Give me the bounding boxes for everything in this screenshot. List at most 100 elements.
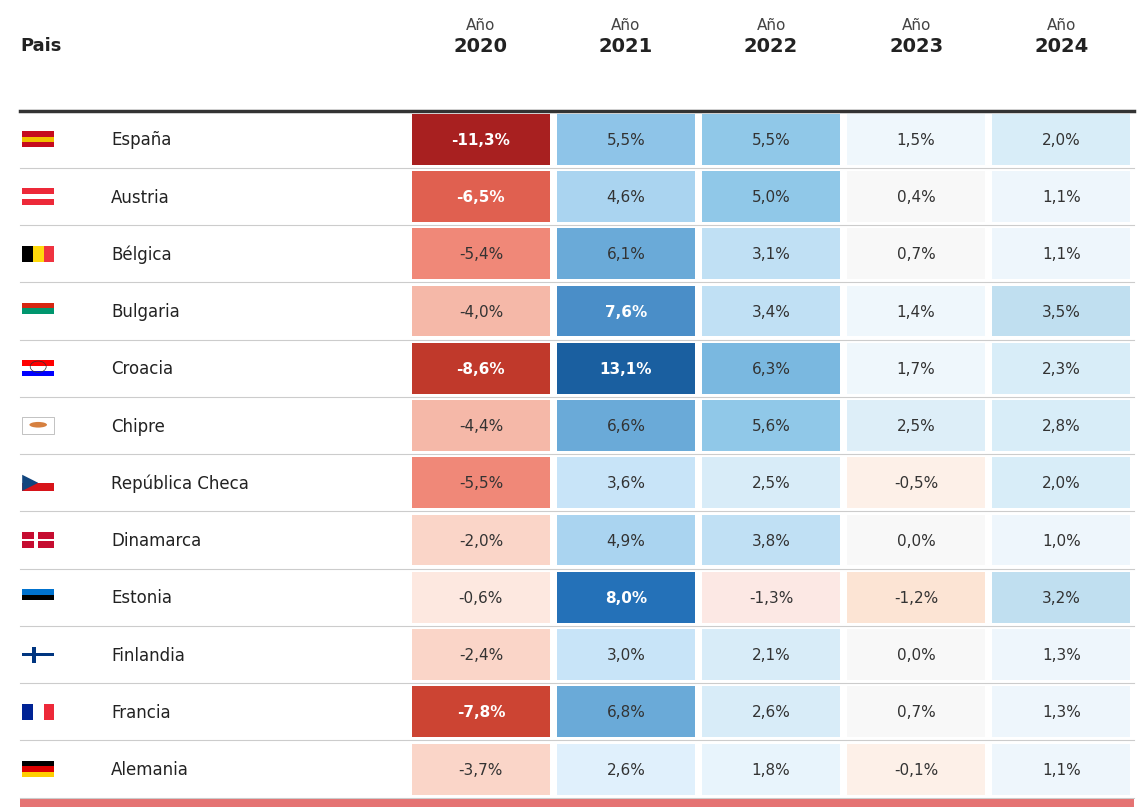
Bar [992,687,1131,737]
Bar [412,344,550,394]
Bar [847,344,985,394]
Bar [701,401,840,452]
Bar [701,286,840,337]
Bar [557,744,695,795]
Bar [22,532,54,548]
Text: -11,3%: -11,3% [451,133,511,148]
Text: 0,0%: 0,0% [897,647,936,663]
Bar [20,341,1134,397]
Bar [22,143,54,148]
Bar [22,475,54,483]
Text: Año: Año [611,19,641,33]
Text: 6,3%: 6,3% [752,362,791,376]
Text: 2,6%: 2,6% [606,762,645,777]
Text: 13,1%: 13,1% [599,362,652,376]
Text: -2,4%: -2,4% [459,647,503,663]
Bar [992,172,1131,223]
Text: Año: Año [1047,19,1076,33]
Text: 0,7%: 0,7% [897,247,936,262]
Text: 0,7%: 0,7% [897,705,936,719]
Bar [412,286,550,337]
Bar [847,629,985,680]
Bar [992,344,1131,394]
Text: 2,6%: 2,6% [752,705,791,719]
Text: 1,1%: 1,1% [1042,190,1080,205]
Bar [412,114,550,165]
Text: 0,0%: 0,0% [897,533,936,548]
Text: -4,0%: -4,0% [459,304,503,320]
Text: Chipre: Chipre [111,417,165,435]
Bar [44,704,54,720]
Text: -1,3%: -1,3% [748,590,793,605]
Bar [847,286,985,337]
Text: 4,9%: 4,9% [606,533,645,548]
Bar [992,458,1131,508]
Bar [20,512,1134,569]
Bar [22,137,54,143]
Bar [20,283,1134,341]
Bar [412,458,550,508]
Text: 2022: 2022 [744,37,798,56]
Text: 5,5%: 5,5% [606,133,645,148]
Text: 3,8%: 3,8% [752,533,791,548]
Bar [412,573,550,623]
Bar [22,309,54,315]
Bar [701,687,840,737]
Bar [33,704,44,720]
Bar [412,172,550,223]
Bar [847,515,985,566]
Text: Bélgica: Bélgica [111,245,172,264]
Text: 1,8%: 1,8% [752,762,791,777]
Bar [992,114,1131,165]
Bar [557,172,695,223]
Bar [557,114,695,165]
Bar [557,515,695,566]
Bar [557,344,695,394]
Text: Año: Año [901,19,931,33]
Bar [847,573,985,623]
Bar [412,629,550,680]
Bar [701,629,840,680]
Text: España: España [111,131,172,149]
Bar [22,539,54,542]
Bar [701,744,840,795]
Text: 2,1%: 2,1% [752,647,791,663]
Bar [20,684,1134,740]
Text: -2,0%: -2,0% [459,533,503,548]
Text: 8,0%: 8,0% [605,590,647,605]
Bar [701,573,840,623]
Text: Año: Año [757,19,785,33]
Bar [32,646,37,663]
Bar [22,189,54,195]
Text: 2,0%: 2,0% [1042,476,1080,491]
Text: 1,7%: 1,7% [897,362,936,376]
Bar [557,573,695,623]
Bar [20,740,1134,798]
Bar [22,600,54,606]
Text: -7,8%: -7,8% [457,705,505,719]
Bar [22,646,54,663]
Text: 1,5%: 1,5% [897,133,936,148]
Bar [701,172,840,223]
Bar [22,195,54,200]
Bar [847,401,985,452]
Text: 6,1%: 6,1% [606,247,645,262]
Bar [22,590,54,595]
Bar [22,772,54,777]
Bar [992,629,1131,680]
Bar [557,458,695,508]
Text: 2,5%: 2,5% [752,476,791,491]
Text: -8,6%: -8,6% [457,362,505,376]
Bar [22,200,54,205]
Bar [557,687,695,737]
Text: 3,0%: 3,0% [606,647,645,663]
Text: 3,6%: 3,6% [606,476,645,491]
Text: Pais: Pais [20,37,61,55]
Text: 3,4%: 3,4% [752,304,791,320]
Bar [701,229,840,280]
Bar [992,515,1131,566]
Text: Alemania: Alemania [111,760,189,778]
Text: 1,0%: 1,0% [1042,533,1080,548]
Text: -0,1%: -0,1% [894,762,938,777]
Text: 6,6%: 6,6% [606,418,645,434]
